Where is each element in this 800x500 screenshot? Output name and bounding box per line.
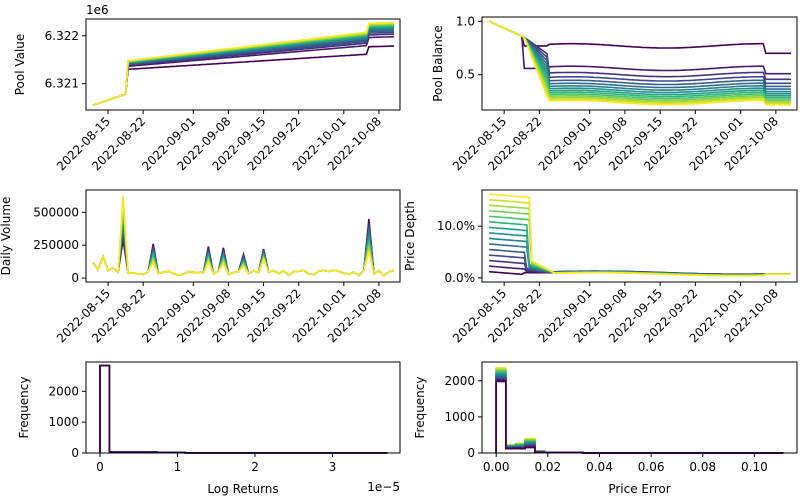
y-tick-label: 0.0% [445,271,476,285]
pool-balance-series-line [488,20,791,99]
y-tick-label: 1000 [48,415,79,429]
pool-balance-series-line [488,20,791,81]
pool-balance-series-line [488,20,791,90]
log-returns-hist-chart: 0 1000 2000 Frequency 0 1 2 3 Log Returns 1e−5 [17,361,401,496]
pool-balance-series-line [488,20,791,85]
price-error-hist-frame [481,361,798,454]
pool-value-series-line [92,21,395,106]
x-tick-label: 0.08 [689,460,716,474]
x-tick-label: 0 [96,460,104,474]
pool-balance-frame [481,16,798,111]
y-tick-label: 6.321 [45,77,79,91]
pool-balance-series-line [488,20,791,100]
price-error-hist-chart: 0 1000 2000 Frequency 0.00 0.02 0.04 0.06 0.08 0.… [413,361,798,496]
x-tick-label: 1 [174,460,182,474]
pool-balance-series-line [488,20,791,88]
y-tick-label: 0 [467,446,475,460]
y-tick-label: 10.0% [437,219,475,233]
pool-balance-series-line [488,20,791,95]
x-tick-label: 0.04 [586,460,613,474]
x-tick-label: 0.06 [638,460,665,474]
pool-value-series-line [92,45,394,106]
pool-value-frame [85,18,401,111]
pool-balance-series-line [488,20,791,105]
x-axis-label: Log Returns [207,482,278,496]
pool-balance-series-line [488,20,791,102]
y-tick-label: 0.5 [456,68,475,82]
y-tick-label: 2000 [48,384,79,398]
x-axis-label: Price Error [608,482,670,496]
y-axis-label: Frequency [17,377,31,439]
y-tick-label: 2000 [444,374,475,388]
daily-volume-series-line [92,195,395,277]
y-tick-label: 6.322 [45,29,79,43]
y-tick-label: 1000 [444,410,475,424]
pool-value-series-line [92,35,395,106]
price-depth-frame [481,189,798,283]
y-tick-label: 0 [71,271,79,285]
x-tick-label: 2 [251,460,259,474]
y-axis-label: Price Depth [403,201,417,271]
offset-text: 1e−5 [367,480,400,494]
pool-balance-series-line [488,20,791,97]
y-tick-label: 500000 [33,205,79,219]
y-axis-label: Pool Value [13,34,27,96]
y-axis-label: Pool Balance [431,25,445,102]
x-tick-label: 3 [329,460,337,474]
pool-balance-series-line [488,20,791,93]
x-tick-label: 0.00 [483,460,510,474]
pool-balance-series-line [488,20,791,103]
daily-volume-frame [85,189,401,283]
price-depth-series-line [488,193,791,277]
log-returns-hist-frame [85,361,401,454]
y-tick-label: 1.0 [456,14,475,28]
pool-balance-series-line [488,20,791,106]
x-tick-label: 0.02 [534,460,561,474]
pool-balance-series-line [488,20,791,55]
y-axis-label: Daily Volume [0,197,13,276]
offset-text: 1e6 [86,3,109,17]
y-axis-label: Frequency [413,377,427,439]
x-tick-label: 0.10 [741,460,768,474]
y-tick-label: 0 [71,446,79,460]
y-tick-label: 250000 [33,238,79,252]
